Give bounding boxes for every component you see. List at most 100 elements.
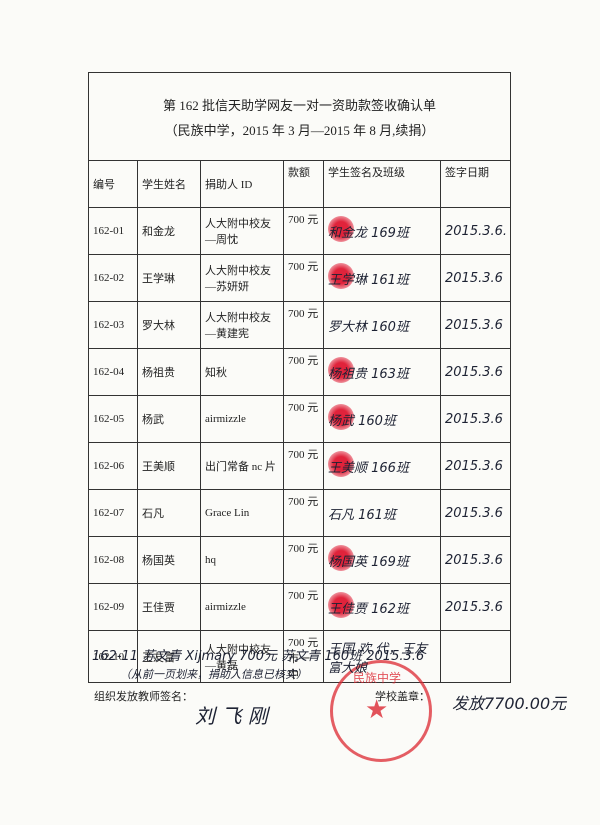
id-cell: 162-03: [88, 301, 138, 349]
date-cell: 2015.3.6: [439, 442, 512, 490]
id-cell: 162-02: [88, 254, 138, 302]
stamp-label: 学校盖章：: [375, 691, 430, 703]
amount-cell: 700 元: [283, 583, 324, 631]
student-cell: 杨祖贵: [137, 348, 201, 396]
student-cell: 王学琳: [137, 254, 201, 302]
row: 162-07 石凡 Grace Lin 700 元石凡 161班 2015.3.6: [88, 489, 512, 537]
student-cell: 王友富: [137, 630, 201, 683]
title-row: 第 162 批信天助学网友一对一资助款签收确认单 （民族中学，2015 年 3 …: [87, 72, 512, 161]
signature-cell: 王美顺 166班: [323, 442, 441, 490]
amount-cell: 700 元: [283, 348, 324, 396]
signature-cell: 杨祖贵 163班: [323, 348, 441, 396]
signature-cell: 王学琳 161班: [323, 254, 441, 302]
amount: 700 元: [288, 637, 319, 649]
amount: 700 元: [288, 449, 319, 461]
amount: 700 元: [288, 355, 319, 367]
amount-cell: 700 元: [283, 489, 324, 537]
row: 162-10 王友富 人大附中校友—黄磊 700 元市一中 王国 欢 代，王友富大娘: [88, 630, 512, 683]
amount-cell: 700 元: [283, 442, 324, 490]
amount: 700 元: [288, 261, 319, 273]
teacher-signature: 刘 飞 刚: [195, 704, 268, 728]
table: 第 162 批信天助学网友一对一资助款签收确认单 （民族中学，2015 年 3 …: [87, 72, 512, 683]
id-cell: 162-10: [88, 630, 138, 683]
header-cell: 编号: [88, 160, 138, 208]
header-cell: 捐助人 ID: [200, 160, 284, 208]
total: 发放7700.00元: [452, 694, 567, 713]
id-cell: 162-04: [88, 348, 138, 396]
signature-cell: 杨国英 169班: [323, 536, 441, 584]
fingerprint: [328, 545, 354, 571]
amount-cell: 700 元市一中: [283, 630, 324, 683]
row: 162-01 和金龙 人大附中校友—周忱 700 元和金龙 169班 2015.3.6.: [88, 207, 512, 255]
header-row: 编号 学生姓名 捐助人 ID 款额 学生签名及班级 签字日期: [88, 160, 512, 208]
signature-cell: 杨武 160班: [323, 395, 441, 443]
row: 162-08 杨国英 hq 700 元杨国英 169班 2015.3.6: [88, 536, 512, 584]
amount-note: 市一中: [288, 653, 310, 681]
table-body: 162-01 和金龙 人大附中校友—周忱 700 元和金龙 169班 2015.3.6.…: [88, 207, 512, 683]
signature: 和金龙 169班: [328, 225, 409, 241]
amount: 700 元: [288, 402, 319, 414]
fingerprint: [328, 263, 354, 289]
stamp: ★ 民族中学: [330, 660, 432, 762]
donor-cell: airmizzle: [200, 395, 284, 443]
row: 162-03 罗大林 人大附中校友—黄建宪 700 元罗大林 160班 2015.3.6: [88, 301, 512, 349]
date-cell: [439, 630, 512, 683]
fingerprint: [328, 451, 354, 477]
amount: 700 元: [288, 543, 319, 555]
row: 162-09 王佳贾 airmizzle 700 元王佳贾 162班 2015.3.6: [88, 583, 512, 631]
title-cell: 第 162 批信天助学网友一对一资助款签收确认单 （民族中学，2015 年 3 …: [87, 72, 512, 161]
student-cell: 杨国英: [137, 536, 201, 584]
signature: 罗大林 160班: [328, 319, 409, 335]
amount-cell: 700 元: [283, 395, 324, 443]
row: 162-06 王美顺 出门常备 nc 片 700 元王美顺 166班 2015.3.6: [88, 442, 512, 490]
student-cell: 石凡: [137, 489, 201, 537]
amount: 700 元: [288, 590, 319, 602]
student-cell: 杨武: [137, 395, 201, 443]
student-cell: 和金龙: [137, 207, 201, 255]
signature-cell: 罗大林 160班: [323, 301, 441, 349]
donor-cell: Grace Lin: [200, 489, 284, 537]
date-cell: 2015.3.6: [439, 489, 512, 537]
header-cell: 学生姓名: [137, 160, 201, 208]
id-cell: 162-05: [88, 395, 138, 443]
signature: 杨祖贵 163班: [328, 366, 409, 382]
donor-cell: 出门常备 nc 片: [200, 442, 284, 490]
id-cell: 162-09: [88, 583, 138, 631]
date-cell: 2015.3.6: [439, 395, 512, 443]
header-cell: 款额: [283, 160, 324, 208]
amount-cell: 700 元: [283, 301, 324, 349]
donor-cell: 人大附中校友—黄磊: [200, 630, 284, 683]
stamp-star: ★: [365, 695, 389, 724]
amount-cell: 700 元: [283, 536, 324, 584]
donor-cell: hq: [200, 536, 284, 584]
extra-line: 162-11 苏文青 Xijmary 700元 苏文青 160班 2015.3.…: [92, 649, 425, 664]
header-cell: 学生签名及班级: [323, 160, 441, 208]
fingerprint: [328, 404, 354, 430]
fingerprint: [328, 216, 354, 242]
donor-cell: airmizzle: [200, 583, 284, 631]
donor-cell: 人大附中校友—周忱: [200, 207, 284, 255]
date-cell: 2015.3.6: [439, 254, 512, 302]
date-cell: 2015.3.6: [439, 301, 512, 349]
stamp-text: 民族中学: [353, 671, 402, 685]
header-cell: 签字日期: [439, 160, 512, 208]
id-cell: 162-07: [88, 489, 138, 537]
fingerprint: [328, 357, 354, 383]
amount: 700 元: [288, 496, 319, 508]
row: 162-02 王学琳 人大附中校友—苏妍妍 700 元王学琳 161班 2015.3.6: [88, 254, 512, 302]
signature: 王学琳 161班: [328, 272, 409, 288]
row: 162-04 杨祖贵 知秋 700 元杨祖贵 163班 2015.3.6: [88, 348, 512, 396]
signature: 杨国英 169班: [328, 554, 409, 570]
date-cell: 2015.3.6: [439, 348, 512, 396]
amount-cell: 700 元: [283, 207, 324, 255]
signature: 杨武 160班: [328, 413, 396, 429]
donor-cell: 人大附中校友—黄建宪: [200, 301, 284, 349]
signature-cell: 石凡 161班: [323, 489, 441, 537]
row: 162-05 杨武 airmizzle 700 元杨武 160班 2015.3.6: [88, 395, 512, 443]
student-cell: 王美顺: [137, 442, 201, 490]
date-cell: 2015.3.6: [439, 536, 512, 584]
student-cell: 罗大林: [137, 301, 201, 349]
extra-note: （从前一页划来，捐助人信息已核实）: [120, 668, 307, 681]
signature: 王美顺 166班: [328, 460, 409, 476]
